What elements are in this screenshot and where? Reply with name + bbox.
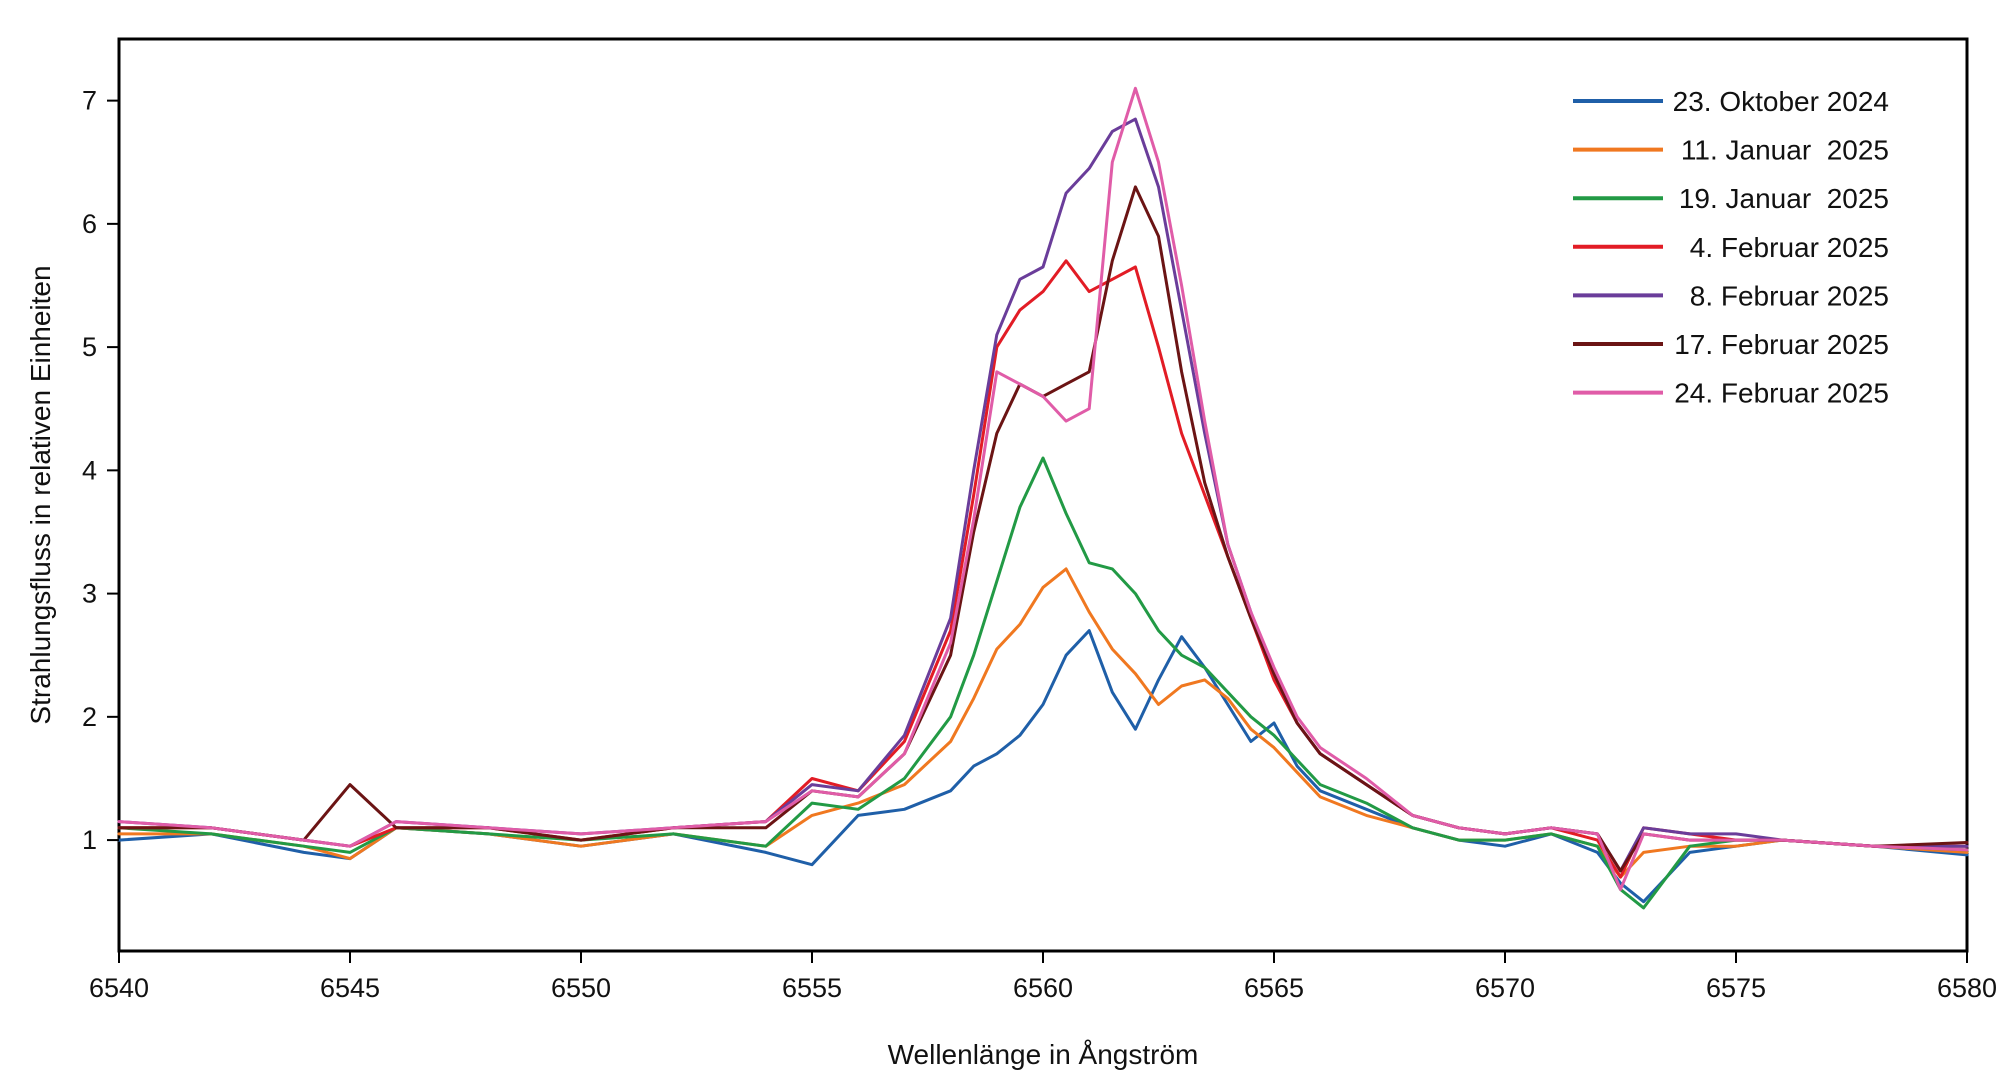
plot-frame (117, 37, 1969, 953)
y-axis: 1 2 3 4 5 6 7 (82, 86, 119, 855)
x-tick-label: 6560 (1013, 973, 1073, 1003)
legend-label: 4. Februar 2025 (1682, 232, 1889, 263)
series-layer (117, 86, 1969, 910)
y-tick-label: 7 (82, 86, 97, 116)
x-tick-label: 6555 (782, 973, 842, 1003)
x-tick-label: 6545 (320, 973, 380, 1003)
series-line-1 (117, 629, 1969, 904)
y-tick-label: 4 (82, 455, 97, 485)
y-axis-title: Strahlungsfluss in relativen Einheiten (25, 265, 56, 724)
legend-label: 23. Oktober 2024 (1673, 86, 1889, 117)
x-tick-label: 6565 (1244, 973, 1304, 1003)
y-tick-label: 2 (82, 702, 97, 732)
y-tick-label: 3 (82, 579, 97, 609)
y-tick-label: 1 (82, 825, 97, 855)
x-tick-label: 6575 (1706, 973, 1766, 1003)
series-line-2 (117, 567, 1969, 879)
legend-label: 17. Februar 2025 (1674, 329, 1889, 360)
x-tick-label: 6570 (1475, 973, 1535, 1003)
x-tick-label: 6540 (89, 973, 149, 1003)
legend-label: 24. Februar 2025 (1674, 378, 1889, 409)
series-line-3 (117, 456, 1969, 910)
x-tick-label: 6580 (1937, 973, 1997, 1003)
legend-label: 11. Januar 2025 (1681, 135, 1889, 166)
legend-label: 19. Januar 2025 (1679, 183, 1889, 214)
y-tick-label: 6 (82, 209, 97, 239)
x-axis-title: Wellenlänge in Ångström (888, 1039, 1199, 1070)
legend: 23. Oktober 2024 11. Januar 2025 19. Janua… (1573, 86, 1889, 409)
x-axis: 6540 6545 6550 6555 6560 6565 6570 6575 6580 (89, 951, 1997, 1003)
x-tick-label: 6550 (551, 973, 611, 1003)
legend-label: 8. Februar 2025 (1682, 280, 1889, 311)
series-line-7 (117, 86, 1969, 891)
y-tick-label: 5 (82, 332, 97, 362)
